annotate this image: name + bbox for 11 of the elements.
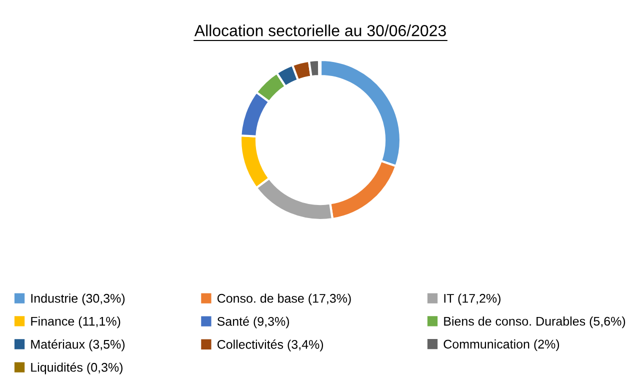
legend-label: IT (17,2%) — [444, 294, 500, 306]
legend-label: Industrie (30,3%) — [31, 294, 125, 306]
chart-title: Allocation sectorielle au 30/06/2023 — [194, 24, 446, 36]
legend-label: Biens de conso. Durables (5,6%) — [444, 316, 626, 328]
legend-label: Collectivités (3,4%) — [217, 340, 324, 352]
legend-label: Finance (11,1%) — [31, 316, 120, 328]
legend-label: Santé (9,3%) — [217, 316, 290, 328]
legend-label: Matériaux (3,5%) — [31, 339, 125, 352]
legend-label: Conso. de base (17,3%) — [217, 294, 351, 306]
legend-label: Liquidités (0,3%) — [31, 362, 122, 374]
legend-label: Communication (2%) — [444, 339, 560, 352]
